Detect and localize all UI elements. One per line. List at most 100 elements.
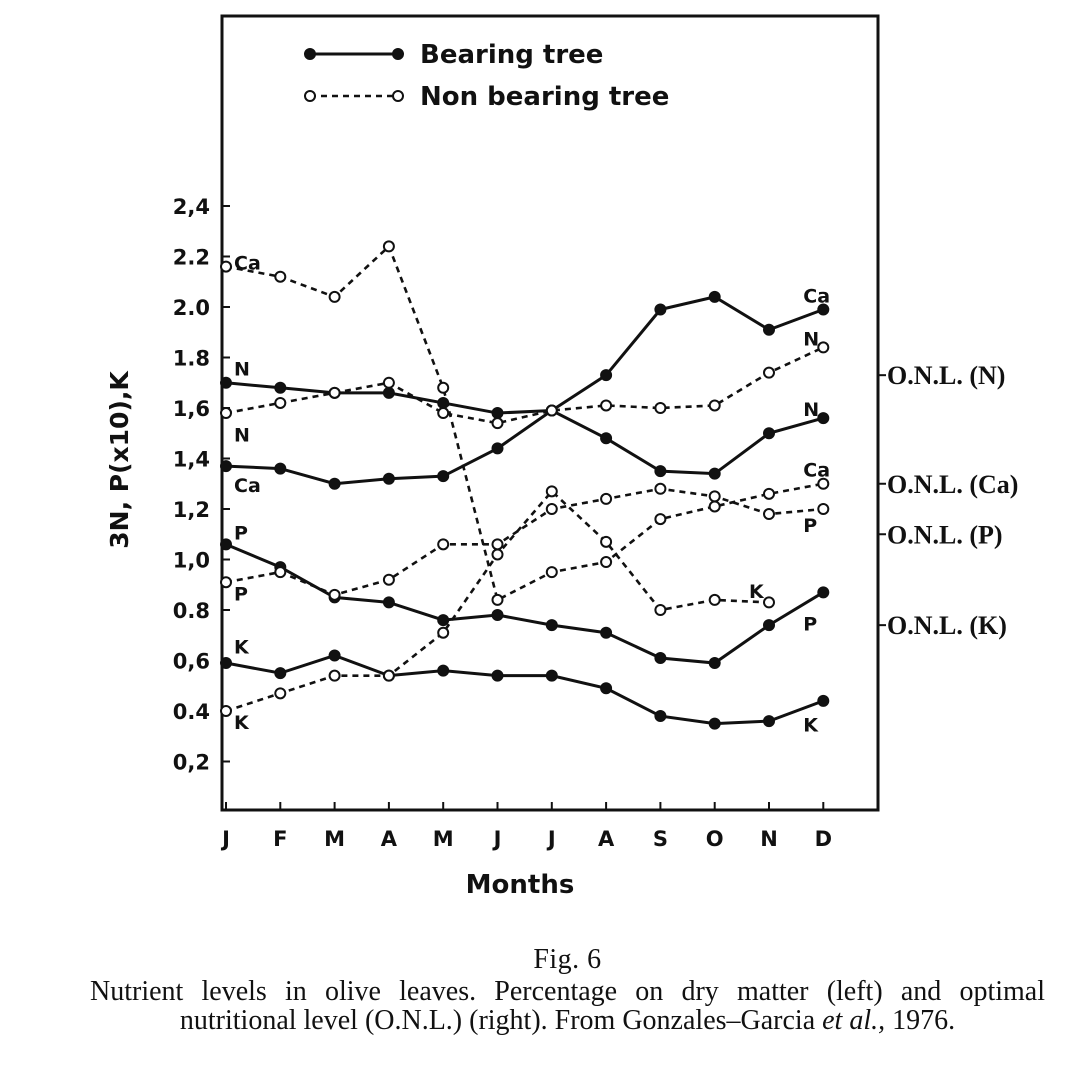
- data-point-open: [763, 596, 775, 609]
- data-point-open: [763, 508, 775, 521]
- data-point-filled: [600, 432, 613, 445]
- data-point-open: [437, 407, 450, 420]
- data-point-open: [491, 548, 504, 561]
- legend-marker-filled: [304, 48, 316, 60]
- data-point-filled: [600, 626, 613, 639]
- y-tick-label: 2,4: [173, 195, 210, 219]
- y-tick-label: 1,6: [173, 397, 210, 421]
- data-point-open: [654, 513, 667, 526]
- data-point-filled: [220, 657, 232, 670]
- data-point-filled: [654, 710, 667, 723]
- data-point-open: [600, 556, 613, 569]
- data-point-filled: [600, 369, 613, 382]
- data-point-open: [817, 341, 830, 354]
- data-point-filled: [545, 619, 558, 632]
- series-line: [225, 244, 824, 602]
- data-point-open: [491, 538, 504, 551]
- x-tick-label: A: [381, 827, 398, 851]
- y-tick-label: 0,2: [173, 751, 210, 775]
- series-line: [225, 381, 824, 476]
- data-point-filled: [437, 664, 450, 677]
- nutrient-label: K: [234, 712, 250, 734]
- data-point-filled: [817, 412, 830, 425]
- data-point-filled: [654, 303, 667, 316]
- data-point-filled: [382, 596, 395, 609]
- data-point-open: [817, 477, 830, 490]
- data-point-filled: [220, 538, 232, 551]
- data-point-open: [600, 399, 613, 412]
- legend-label: Non bearing tree: [420, 82, 669, 112]
- data-point-filled: [763, 323, 775, 336]
- nutrient-label: K: [803, 715, 819, 737]
- right-axis: O.N.L. (N) O.N.L. (Ca) O.N.L. (P) O.N.L. (K…: [878, 361, 1018, 640]
- legend-label: Bearing tree: [420, 40, 603, 70]
- onl-label: O.N.L. (P): [887, 520, 1003, 549]
- nutrient-label: P: [234, 583, 248, 605]
- y-tick-label: 0.4: [173, 700, 210, 724]
- x-tick-label: J: [220, 827, 230, 851]
- data-point-open: [545, 566, 558, 579]
- data-point-filled: [328, 477, 341, 490]
- data-point-filled: [708, 467, 721, 480]
- data-point-open: [763, 366, 775, 379]
- data-point-filled: [382, 472, 395, 485]
- data-point-filled: [817, 694, 830, 707]
- data-point-open: [491, 417, 504, 430]
- data-point-open: [220, 705, 232, 717]
- data-point-filled: [491, 442, 504, 455]
- data-point-filled: [491, 609, 504, 622]
- x-axis-title: Months: [466, 870, 575, 900]
- data-point-filled: [654, 465, 667, 478]
- data-point-open: [274, 396, 287, 409]
- onl-label: O.N.L. (N): [887, 361, 1005, 390]
- x-tick-label: N: [760, 827, 778, 851]
- y-tick-label: 1,4: [173, 448, 210, 472]
- data-point-open: [220, 407, 232, 420]
- data-point-filled: [274, 462, 287, 475]
- data-point-filled: [274, 381, 287, 394]
- caption-body: Nutrient levels in olive leaves. Percent…: [90, 976, 1045, 1036]
- data-point-open: [600, 492, 613, 505]
- nutrient-label: N: [803, 328, 819, 350]
- data-point-open: [274, 687, 287, 700]
- nutrient-label: N: [803, 399, 819, 421]
- y-tick-label: 1,2: [173, 498, 210, 522]
- y-axis-title: 3N, P(x10),K: [105, 370, 134, 549]
- x-tick-label: J: [546, 827, 556, 851]
- data-point-open: [491, 593, 504, 606]
- nutrient-label: P: [234, 523, 248, 545]
- data-point-open: [382, 376, 395, 389]
- data-point-open: [654, 604, 667, 616]
- nutrient-label: Ca: [803, 460, 830, 482]
- y-axis: 0,2 0.4 0,6 0.8 1,0 1,2 1,4 1,6 1.8 2.0 2.2 2,4 3N, …: [105, 195, 230, 775]
- data-point-open: [382, 669, 395, 682]
- caption-italic: et al.,: [822, 1004, 886, 1036]
- y-tick-label: 1.8: [173, 347, 210, 371]
- data-point-filled: [600, 682, 613, 695]
- figure-number: Fig. 6: [533, 944, 602, 975]
- figure-caption: Fig. 6 Nutrient levels in olive leaves. …: [90, 944, 1045, 1036]
- legend-marker-open: [304, 90, 316, 102]
- x-tick-label: D: [815, 827, 832, 851]
- y-tick-label: 1,0: [173, 549, 210, 573]
- data-point-open: [708, 490, 721, 503]
- series-line: [225, 653, 824, 726]
- data-point-filled: [708, 657, 721, 670]
- data-point-open: [654, 402, 667, 414]
- y-tick-label: 2.0: [173, 296, 210, 320]
- data-point-open: [328, 290, 341, 303]
- data-point-filled: [220, 376, 232, 389]
- data-point-filled: [328, 649, 341, 662]
- x-tick-label: J: [492, 827, 502, 851]
- x-axis: J F M A M J J A S O N D Months: [220, 802, 832, 900]
- data-point-open: [274, 270, 287, 283]
- series-group: [220, 240, 830, 730]
- data-point-filled: [654, 651, 667, 664]
- data-point-open: [708, 399, 721, 412]
- caption-text: Nutrient levels in olive leaves. Percent…: [90, 976, 1045, 1036]
- onl-label: O.N.L. (K): [887, 611, 1007, 640]
- data-point-filled: [491, 407, 504, 420]
- data-point-filled: [220, 460, 232, 473]
- series-line: [225, 487, 824, 597]
- x-tick-label: M: [433, 827, 454, 851]
